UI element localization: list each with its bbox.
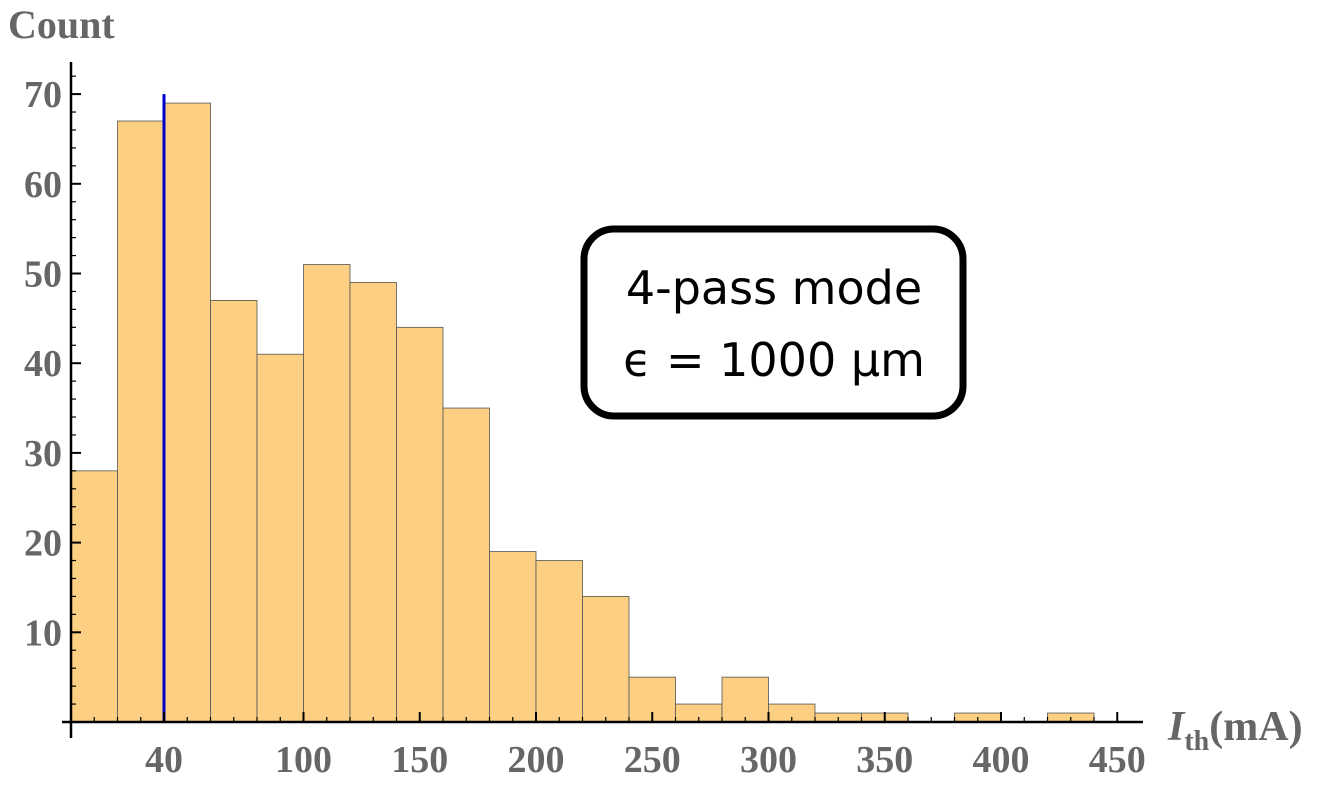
y-axis-label: Count bbox=[8, 2, 115, 47]
y-tick-label: 20 bbox=[24, 523, 62, 565]
histogram-bar bbox=[117, 120, 165, 723]
x-tick-label: 350 bbox=[856, 739, 913, 781]
histogram-bar bbox=[70, 470, 118, 723]
histogram-bar bbox=[256, 353, 304, 723]
annotation-line-1: 4-pass mode bbox=[626, 261, 922, 315]
x-tick-label: 450 bbox=[1089, 739, 1146, 781]
histogram-bar bbox=[303, 264, 351, 723]
histogram-bar bbox=[489, 551, 537, 723]
annotation-line-2: ϵ = 1000 μm bbox=[623, 333, 925, 387]
annotation-frame bbox=[580, 225, 967, 420]
x-axis-label-sub: th bbox=[1184, 726, 1209, 757]
x-tick-label: 150 bbox=[391, 739, 448, 781]
histogram-bar bbox=[582, 596, 630, 723]
y-tick-label: 10 bbox=[24, 612, 62, 654]
histogram-bar bbox=[535, 560, 583, 723]
x-tick-label: 400 bbox=[973, 739, 1030, 781]
histogram-bar bbox=[163, 102, 211, 723]
x-axis-label: Ith(mA) bbox=[1167, 704, 1303, 757]
y-tick-label: 70 bbox=[24, 74, 62, 116]
x-tick-label: 250 bbox=[624, 739, 681, 781]
ticks-group: 10 20 30 40 50 60 70 40 100 150 200 250 300 350 400 450 bbox=[24, 74, 1146, 781]
bars-group bbox=[70, 102, 1095, 723]
histogram-bar bbox=[396, 326, 444, 723]
axes-group bbox=[62, 62, 1143, 738]
histogram-bar bbox=[349, 282, 397, 723]
histogram-bar bbox=[210, 300, 258, 723]
y-tick-label: 60 bbox=[24, 164, 62, 206]
histogram-bar bbox=[442, 407, 490, 723]
y-tick-label: 50 bbox=[24, 254, 62, 296]
annotation-box: 4-pass mode ϵ = 1000 μm bbox=[580, 225, 967, 420]
x-tick-label: 300 bbox=[740, 739, 797, 781]
histogram-bar bbox=[721, 676, 769, 723]
x-tick-label: 100 bbox=[275, 739, 332, 781]
x-tick-label: 40 bbox=[145, 739, 183, 781]
x-axis-label-unit: (mA) bbox=[1209, 704, 1302, 750]
x-axis-label-main: I bbox=[1167, 704, 1186, 750]
x-tick-label: 200 bbox=[508, 739, 565, 781]
y-tick-label: 30 bbox=[24, 433, 62, 475]
y-tick-label: 40 bbox=[24, 343, 62, 385]
